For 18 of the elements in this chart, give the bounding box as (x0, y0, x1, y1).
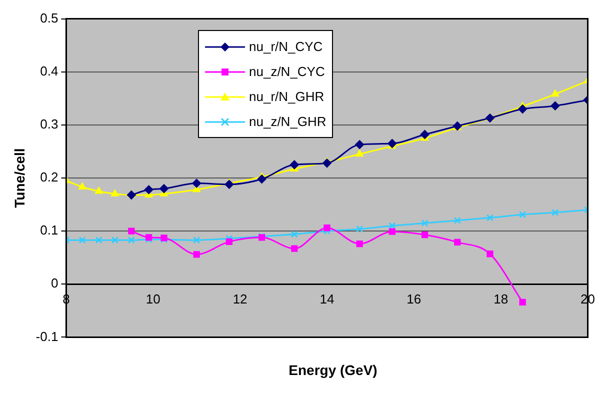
x-tick-label: 10 (146, 292, 160, 307)
legend-label: nu_z/N_GHR (249, 114, 326, 129)
legend-label: nu_r/N_GHR (249, 89, 324, 104)
y-tick-label: -0.1 (36, 328, 58, 344)
y-tick-label: 0.4 (40, 63, 58, 78)
y-tick-label: 0 (50, 276, 58, 291)
x-tick-label: 18 (494, 292, 508, 307)
x-axis-title: Energy (GeV) (288, 362, 378, 378)
legend-label: nu_r/N_CYC (249, 39, 323, 54)
y-tick-label: 0.3 (40, 116, 58, 132)
y-tick-label: 0.1 (40, 222, 58, 238)
x-tick-label: 12 (232, 292, 248, 307)
y-tick-label: 0.2 (40, 170, 58, 185)
legend-label: nu_z/N_CYC (249, 64, 325, 79)
x-tick-label: 14 (320, 292, 334, 307)
y-tick-label: 0.5 (40, 10, 58, 26)
y-axis-title: Tune/cell (11, 148, 28, 208)
x-tick-label: 16 (406, 292, 422, 307)
